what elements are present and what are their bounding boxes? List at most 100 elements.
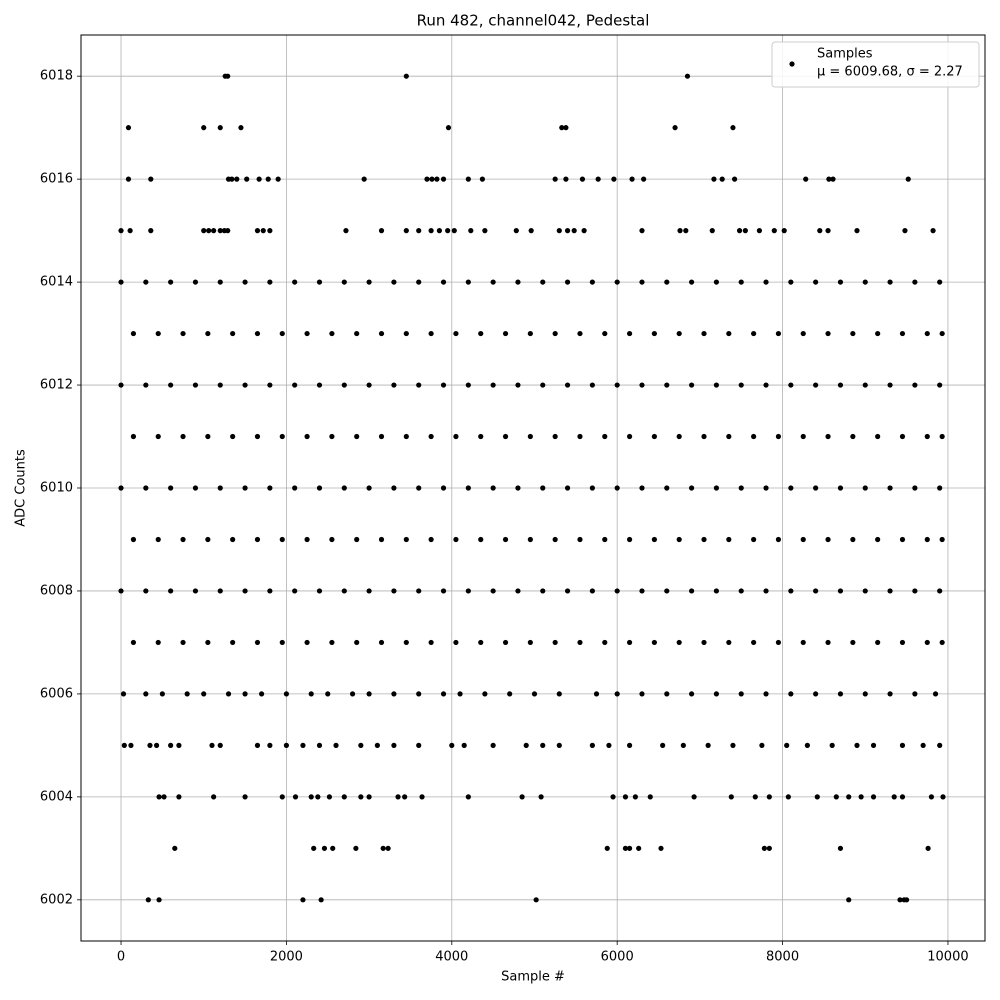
point — [242, 485, 248, 491]
point — [719, 176, 725, 182]
point — [775, 433, 782, 440]
point — [391, 691, 397, 697]
point — [937, 588, 943, 594]
point — [316, 588, 323, 594]
point — [366, 588, 372, 594]
point — [850, 639, 856, 646]
point — [205, 433, 211, 440]
point — [552, 330, 558, 337]
point — [813, 588, 819, 594]
x-tick-label: 6000 — [601, 950, 634, 965]
point — [626, 433, 633, 440]
point — [300, 897, 306, 903]
point — [738, 588, 744, 594]
point — [279, 536, 285, 543]
point — [870, 794, 877, 800]
x-axis-label: Sample # — [501, 970, 565, 985]
point — [391, 485, 397, 491]
point — [145, 897, 151, 903]
point — [813, 691, 819, 697]
y-tick-label: 6002 — [40, 892, 73, 907]
point — [440, 485, 447, 491]
point — [527, 330, 533, 337]
point — [428, 433, 434, 440]
point — [800, 639, 806, 646]
point — [850, 330, 856, 337]
point — [279, 433, 285, 440]
point — [850, 433, 856, 440]
point — [254, 228, 261, 234]
grid-layer — [81, 35, 985, 941]
point — [292, 279, 298, 285]
point — [349, 691, 356, 697]
point — [713, 588, 720, 594]
point — [329, 536, 335, 543]
point — [813, 485, 819, 491]
point — [825, 536, 831, 543]
point — [242, 794, 248, 800]
point — [453, 330, 459, 337]
point — [361, 176, 367, 182]
point — [205, 536, 211, 543]
point — [540, 588, 546, 594]
point — [267, 279, 273, 285]
point — [788, 485, 794, 491]
point — [402, 794, 408, 800]
point — [130, 330, 137, 337]
point — [366, 485, 372, 491]
point — [468, 228, 474, 234]
point — [279, 794, 285, 800]
point — [899, 330, 906, 337]
point — [763, 691, 769, 697]
point — [180, 639, 186, 646]
point — [416, 228, 422, 234]
point — [424, 176, 430, 182]
point — [775, 330, 782, 337]
point — [513, 228, 519, 234]
point — [457, 691, 463, 697]
point — [862, 588, 868, 594]
point — [614, 588, 620, 594]
point — [304, 330, 310, 337]
point — [837, 279, 844, 285]
point — [225, 73, 231, 79]
point — [478, 639, 484, 646]
point — [515, 588, 521, 594]
point — [905, 176, 911, 182]
point — [254, 536, 261, 543]
point — [168, 742, 174, 748]
point — [507, 691, 513, 697]
point — [664, 382, 670, 388]
point — [128, 742, 134, 748]
point — [804, 742, 810, 748]
point — [429, 176, 435, 182]
point — [664, 279, 670, 285]
point — [825, 639, 831, 646]
point — [283, 742, 290, 748]
point — [201, 228, 207, 234]
point — [771, 228, 777, 234]
point — [728, 794, 734, 800]
point — [825, 433, 831, 440]
point — [781, 228, 787, 234]
point — [800, 433, 806, 440]
point — [465, 794, 471, 800]
point — [416, 485, 422, 491]
point — [205, 639, 211, 646]
point — [445, 228, 451, 234]
point — [611, 176, 617, 182]
y-axis-label: ADC Counts — [14, 449, 29, 527]
point — [751, 330, 757, 337]
point — [465, 279, 471, 285]
point — [676, 536, 682, 543]
y-tick-label: 6004 — [40, 789, 73, 804]
point — [378, 228, 385, 234]
point — [192, 382, 199, 388]
point — [155, 330, 161, 337]
point — [275, 176, 281, 182]
point — [571, 228, 577, 234]
point — [705, 742, 711, 748]
y-tick-label: 6006 — [40, 686, 73, 701]
point — [899, 639, 906, 646]
point — [651, 639, 657, 646]
